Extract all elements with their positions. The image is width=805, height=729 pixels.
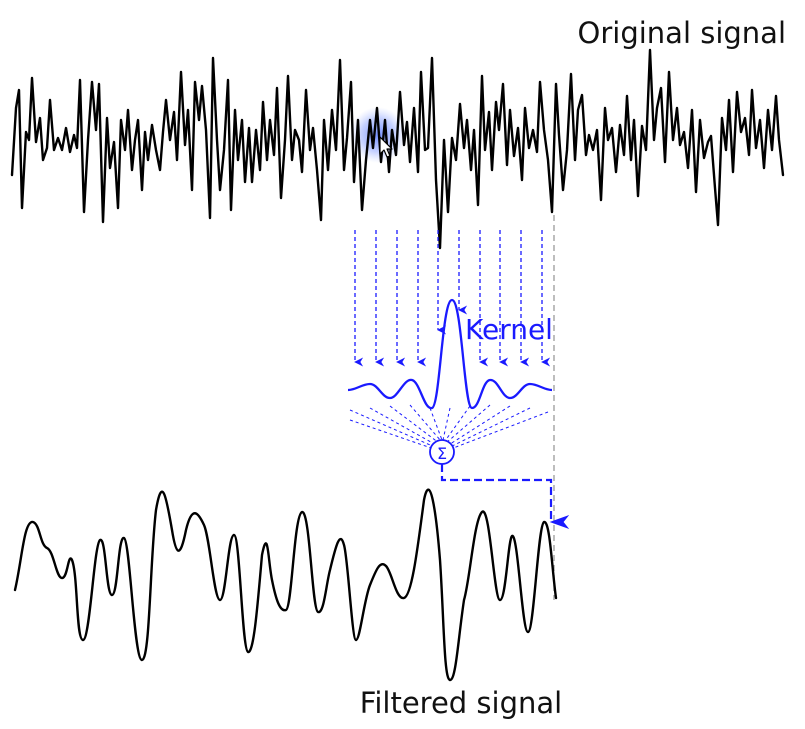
output-arrow	[440, 464, 570, 529]
filtered-signal-waveform	[13, 488, 558, 682]
kernel-label: Kernel	[465, 313, 553, 346]
filtered-signal-label: Filtered signal	[360, 686, 562, 720]
original-signal-waveform	[10, 48, 785, 250]
sum-symbol: Σ	[437, 444, 447, 463]
original-signal-label: Original signal	[578, 16, 786, 50]
kernel-curve	[347, 298, 553, 410]
mouse-pointer-icon	[379, 136, 393, 158]
summation-fan-lines	[349, 404, 549, 451]
sampling-arrows	[354, 230, 551, 367]
